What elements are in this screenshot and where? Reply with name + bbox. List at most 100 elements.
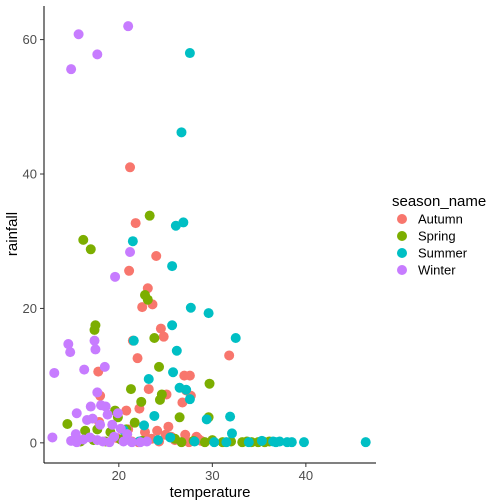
data-point-summer [172, 346, 182, 356]
data-point-winter [72, 408, 82, 418]
data-point-winter [79, 365, 89, 375]
data-point-winter [90, 344, 100, 354]
data-point-summer [167, 261, 177, 271]
y-tick-label: 60 [23, 32, 37, 47]
data-point-summer [231, 333, 241, 343]
data-point-autumn [151, 251, 161, 261]
data-point-autumn [125, 162, 135, 172]
data-point-summer [167, 320, 177, 330]
data-point-summer [287, 437, 297, 447]
data-point-autumn [133, 353, 143, 363]
data-point-summer [299, 437, 309, 447]
data-point-spring [86, 244, 96, 254]
data-point-summer [361, 437, 371, 447]
data-point-winter [72, 437, 82, 447]
data-point-spring [145, 211, 155, 221]
data-point-summer [190, 436, 200, 446]
legend-label-spring: Spring [418, 229, 456, 244]
data-point-summer [129, 336, 139, 346]
data-point-summer [128, 236, 138, 246]
x-axis-ticks: 20 30 40 [112, 463, 314, 483]
legend-items: Autumn Spring Summer Winter [397, 212, 468, 278]
data-point-spring [175, 412, 185, 422]
data-point-summer [209, 437, 219, 447]
legend-label-autumn: Autumn [418, 212, 463, 227]
data-point-winter [125, 247, 135, 257]
data-point-summer [185, 394, 195, 404]
data-point-winter [74, 29, 84, 39]
data-point-summer [165, 432, 175, 442]
data-point-winter [49, 368, 59, 378]
legend-key-summer [397, 248, 407, 258]
data-point-summer [139, 420, 149, 430]
x-tick-label: 40 [299, 468, 313, 483]
legend-label-winter: Winter [418, 263, 456, 278]
data-point-summer [225, 412, 235, 422]
data-point-autumn [163, 422, 173, 432]
data-point-spring [200, 437, 210, 447]
data-point-summer [171, 221, 181, 231]
data-point-winter [100, 362, 110, 372]
data-point-summer [186, 303, 196, 313]
data-point-winter [65, 347, 75, 357]
data-point-winter [95, 420, 105, 430]
data-point-spring [78, 235, 88, 245]
legend-key-spring [397, 231, 407, 241]
data-point-summer [149, 411, 159, 421]
data-point-spring [149, 333, 159, 343]
data-point-winter [82, 415, 92, 425]
x-tick-label: 20 [112, 468, 126, 483]
data-point-winter [103, 410, 113, 420]
data-point-autumn [224, 350, 234, 360]
data-point-summer [176, 127, 186, 137]
data-point-spring [136, 397, 146, 407]
data-point-autumn [144, 384, 154, 394]
legend-key-winter [397, 265, 407, 275]
data-point-autumn [124, 266, 134, 276]
data-point-winter [86, 402, 96, 412]
plot-points [47, 21, 370, 447]
data-point-summer [185, 48, 195, 58]
data-point-summer [257, 436, 267, 446]
legend-title: season_name [392, 193, 486, 210]
data-point-winter [66, 64, 76, 74]
legend-key-autumn [397, 214, 407, 224]
data-point-spring [90, 325, 100, 335]
data-point-summer [271, 437, 281, 447]
data-point-autumn [185, 371, 195, 381]
data-point-winter [110, 272, 120, 282]
data-point-autumn [159, 332, 169, 342]
data-point-spring [176, 437, 186, 447]
y-tick-label: 20 [23, 301, 37, 316]
y-tick-label: 0 [30, 435, 37, 450]
legend: season_name Autumn Spring Summer Winter [392, 193, 486, 278]
data-point-spring [130, 418, 140, 428]
data-point-summer [202, 414, 212, 424]
y-tick-label: 40 [23, 167, 37, 182]
data-point-summer [204, 308, 214, 318]
x-tick-label: 30 [205, 468, 219, 483]
y-axis-title: rainfall [4, 212, 21, 256]
data-point-winter [92, 49, 102, 59]
data-point-winter [47, 432, 57, 442]
data-point-summer [144, 374, 154, 384]
data-point-spring [62, 419, 72, 429]
data-point-summer [244, 437, 254, 447]
data-point-winter [113, 408, 123, 418]
data-point-summer [181, 385, 191, 395]
data-point-winter [92, 387, 102, 397]
data-point-summer [221, 437, 231, 447]
data-point-winter [109, 432, 119, 442]
data-point-spring [205, 379, 215, 389]
legend-label-summer: Summer [418, 246, 468, 261]
data-point-spring [143, 295, 153, 305]
data-point-summer [227, 428, 237, 438]
data-point-spring [154, 362, 164, 372]
y-axis-ticks: 0 20 40 60 [23, 32, 44, 450]
data-point-winter [90, 336, 100, 346]
data-point-spring [155, 395, 165, 405]
data-point-spring [126, 384, 136, 394]
data-point-winter [123, 21, 133, 31]
data-point-summer [168, 367, 178, 377]
